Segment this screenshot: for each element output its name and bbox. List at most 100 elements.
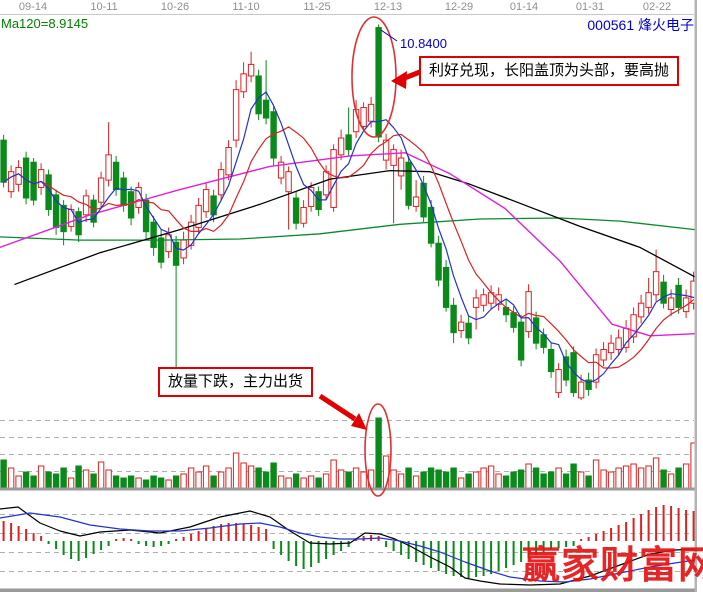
date-label: 12-29 <box>444 1 474 13</box>
volume-bar <box>262 471 270 489</box>
candle <box>277 155 285 185</box>
volume-bar <box>322 473 330 489</box>
candle <box>555 363 562 398</box>
volume-bar <box>202 465 210 489</box>
highlight-ellipse-candle <box>351 16 397 138</box>
candle <box>592 348 600 389</box>
volume-bar <box>637 467 645 489</box>
candle <box>195 197 202 234</box>
volume-bar <box>0 459 7 489</box>
candle <box>652 249 660 302</box>
volume-bar <box>187 467 195 489</box>
volume-bar <box>412 475 420 489</box>
candle <box>562 349 570 387</box>
candle <box>30 158 37 206</box>
volume-bar <box>480 467 487 489</box>
volume-bar <box>330 459 337 489</box>
annotation-note-volume: 放量下跌，主力出货 <box>158 367 314 397</box>
candle <box>382 133 390 170</box>
candle <box>510 306 517 333</box>
candle <box>135 182 142 214</box>
volume-bar <box>382 455 390 489</box>
volume-bar <box>30 475 37 489</box>
candle <box>615 329 622 356</box>
volume-bar <box>397 473 405 489</box>
candle <box>367 97 375 128</box>
volume-bar <box>667 473 675 489</box>
candle <box>420 175 427 223</box>
volume-bar <box>307 475 315 489</box>
volume-bar <box>82 469 90 489</box>
volume-bar <box>562 473 570 489</box>
candle <box>397 149 405 190</box>
site-watermark: 赢家财富网 <box>522 542 703 587</box>
date-label: 01-31 <box>575 1 605 13</box>
volume-bar <box>285 477 292 489</box>
candle <box>180 231 187 265</box>
volume-bar <box>150 475 157 489</box>
volume-bar <box>22 471 30 489</box>
volume-bar <box>112 475 120 489</box>
volume-bar <box>675 467 682 489</box>
candle <box>585 372 592 396</box>
volume-bar <box>442 471 450 489</box>
volume-bar <box>585 475 592 489</box>
candle <box>675 277 682 314</box>
candle <box>112 155 120 196</box>
volume-bar <box>570 463 577 489</box>
volume-bar <box>517 469 525 489</box>
volume-bar <box>217 471 225 489</box>
highlight-ellipse-volume <box>364 403 392 497</box>
volume-bar <box>375 417 382 489</box>
candle <box>645 277 652 314</box>
candle <box>457 314 465 338</box>
volume-bar <box>210 475 217 489</box>
volume-bar <box>90 473 97 489</box>
candlestick-pane[interactable] <box>0 24 697 400</box>
volume-bar <box>240 462 247 489</box>
candle <box>307 182 315 212</box>
candle <box>660 274 667 309</box>
volume-bar <box>435 469 442 489</box>
volume-bar <box>547 471 555 489</box>
moving-average-lines <box>0 91 696 384</box>
candle <box>472 289 480 330</box>
candle <box>435 235 442 287</box>
volume-bar <box>345 471 352 489</box>
volume-bar <box>502 475 510 489</box>
candle <box>105 122 112 187</box>
candle <box>517 314 525 367</box>
annotation-overlay <box>318 16 421 497</box>
candle <box>337 129 345 161</box>
macd-pane[interactable] <box>0 505 696 586</box>
candle <box>300 200 307 228</box>
candle <box>637 294 645 324</box>
volume-bar <box>127 475 135 489</box>
volume-bar <box>277 475 285 489</box>
volume-bar <box>652 457 660 489</box>
volume-bar <box>67 477 75 489</box>
volume-bar <box>105 469 112 489</box>
candle <box>525 284 532 338</box>
volume-bar <box>225 467 232 489</box>
candle <box>360 102 367 132</box>
candle <box>270 106 277 166</box>
candle <box>502 300 510 323</box>
volume-bar <box>525 463 532 489</box>
volume-bar <box>510 471 517 489</box>
candle <box>255 69 262 121</box>
candle <box>622 320 630 353</box>
candle <box>345 107 352 156</box>
volume-pane[interactable] <box>0 417 697 489</box>
stock-name: 烽火电子 <box>638 17 694 33</box>
volume-bar <box>682 463 690 489</box>
candle <box>225 140 232 181</box>
candle <box>600 342 607 367</box>
volume-bar <box>195 471 202 489</box>
date-label: 11-10 <box>232 1 260 13</box>
date-label: 09-14 <box>18 1 48 13</box>
candle <box>240 62 247 99</box>
ma120-label: Ma120=8.9145 <box>1 16 89 31</box>
